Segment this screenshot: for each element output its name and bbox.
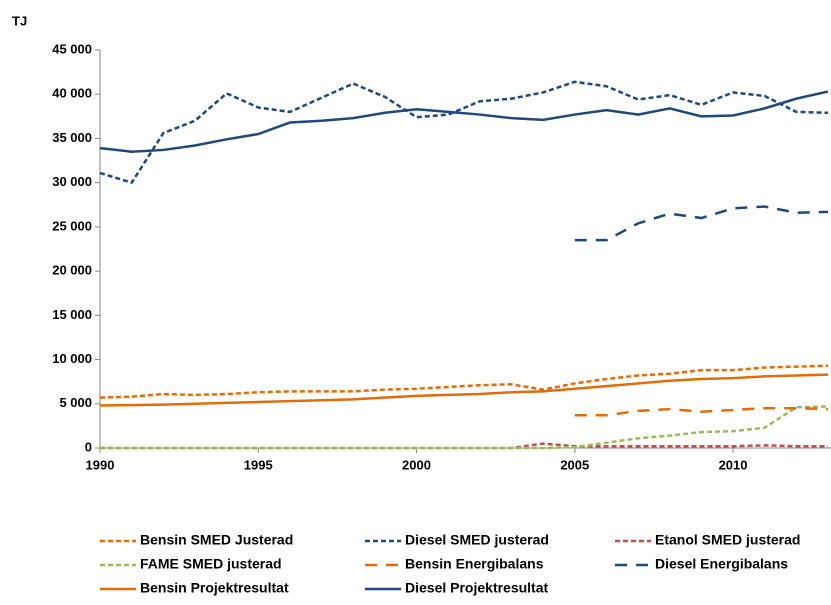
x-tick-label: 2000 (402, 457, 431, 472)
y-tick-label: 40 000 (52, 86, 92, 101)
y-tick-label: 15 000 (52, 307, 92, 322)
legend-label: Etanol SMED justerad (655, 532, 800, 548)
series-line (99, 90, 829, 153)
series-line (100, 405, 829, 450)
legend-label: Bensin SMED Justerad (140, 532, 293, 548)
legend-label: Bensin Projektresultat (140, 580, 289, 596)
y-tick-label: 25 000 (52, 218, 92, 233)
series-line (99, 373, 829, 407)
x-tick-label: 1995 (244, 457, 273, 472)
legend-label: Bensin Energibalans (405, 556, 544, 572)
legend-label: FAME SMED justerad (140, 556, 282, 572)
y-unit: TJ (12, 13, 27, 28)
x-tick-label: 2005 (560, 457, 589, 472)
legend-label: Diesel Energibalans (655, 556, 788, 572)
legend-label: Diesel Projektresultat (405, 580, 549, 596)
y-tick-label: 30 000 (52, 174, 92, 189)
x-tick-label: 2010 (719, 457, 748, 472)
y-tick-label: 10 000 (52, 351, 92, 366)
x-tick-label: 1990 (86, 457, 115, 472)
legend-label: Diesel SMED justerad (405, 532, 549, 548)
y-tick-label: 45 000 (52, 41, 92, 56)
series-line (574, 205, 829, 242)
series-line (99, 80, 829, 185)
y-tick-label: 20 000 (52, 263, 92, 278)
series-line (99, 364, 829, 399)
y-tick-label: 35 000 (52, 130, 92, 145)
series-line (574, 406, 829, 417)
y-tick-label: 0 (85, 439, 92, 454)
y-tick-label: 5 000 (59, 395, 92, 410)
